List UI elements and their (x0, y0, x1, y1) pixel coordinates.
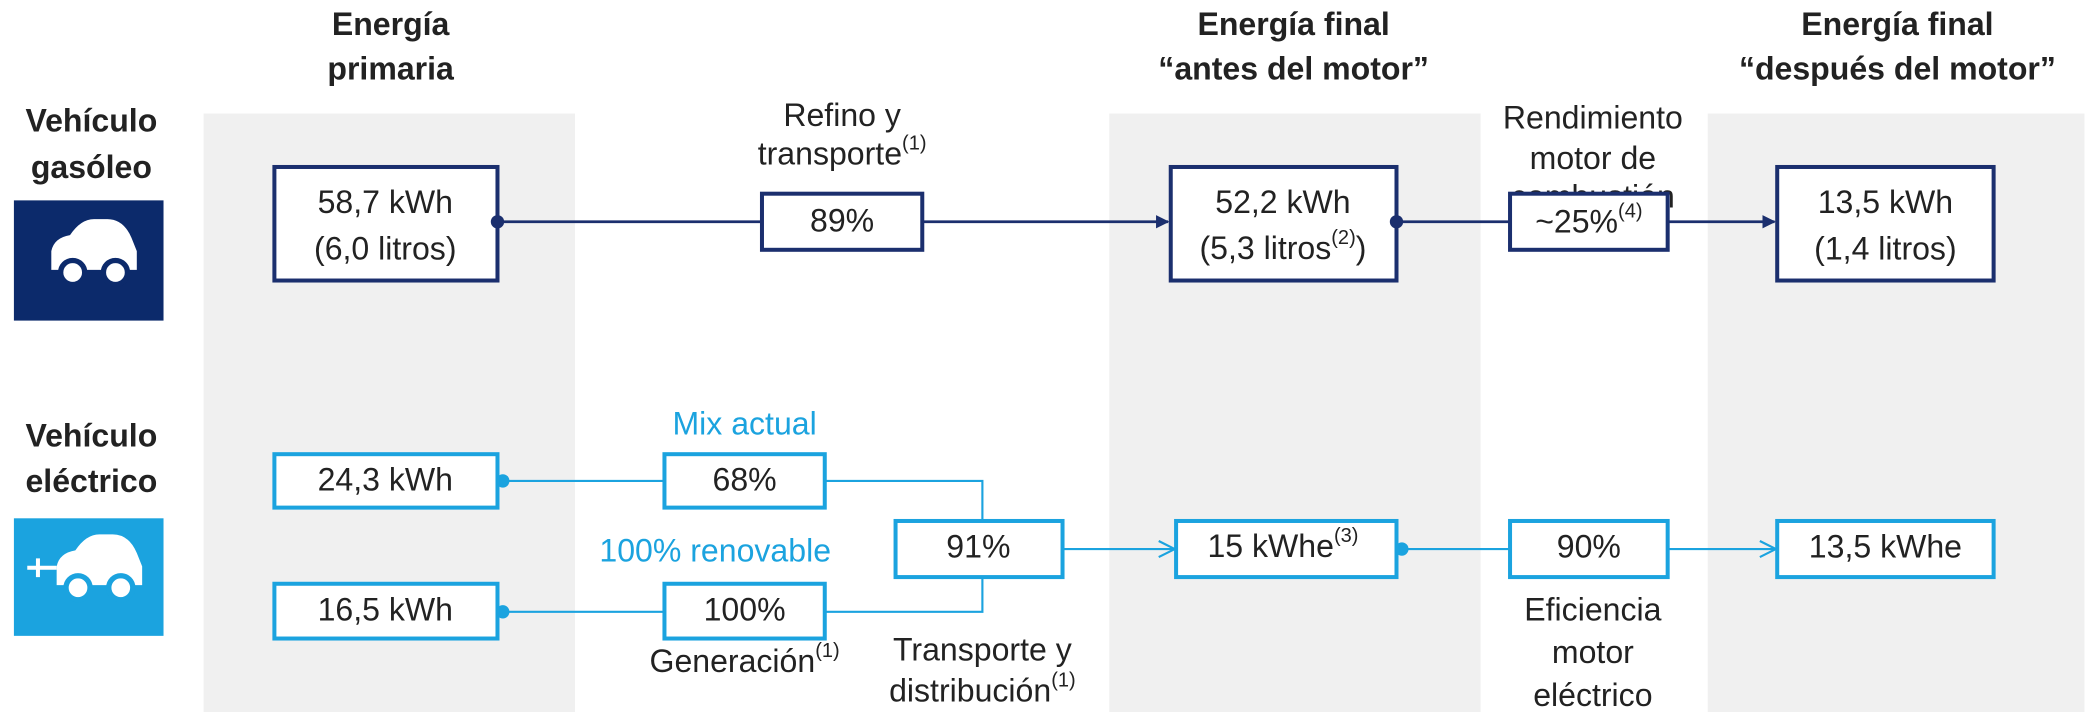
diesel-icon (13, 200, 164, 321)
text: Generación (650, 643, 816, 679)
box-text: 100% (704, 591, 786, 627)
box-text: 16,5 kWh (318, 591, 453, 627)
box-text: 91% (946, 528, 1010, 564)
text: transporte (758, 136, 902, 172)
vehicle-label: Vehículo (25, 418, 157, 454)
box-text: (6,0 litros) (314, 231, 456, 267)
box-text: (5,3 litros(2)) (1199, 227, 1366, 266)
step-label: Generación(1) (650, 640, 840, 679)
dot (1395, 542, 1409, 556)
footnote: (4) (1618, 201, 1642, 223)
step-label: motor de (1530, 140, 1656, 176)
box (1775, 164, 1996, 283)
box-text: 52,2 kWh (1215, 184, 1350, 220)
step-label: distribución(1) (889, 670, 1076, 709)
scenario-label: Mix actual (672, 406, 816, 442)
vehicle-label: eléctrico (25, 463, 157, 499)
box (893, 518, 1065, 580)
box (272, 164, 500, 283)
footnote: (3) (1334, 525, 1358, 547)
step-label: motor (1552, 634, 1634, 670)
box-text: 90% (1557, 528, 1621, 564)
vehicle-label: gasóleo (31, 149, 152, 185)
step-label: Eficiencia (1524, 591, 1661, 627)
box-text: 24,3 kWh (318, 462, 453, 498)
connector (497, 479, 984, 613)
dot (490, 215, 505, 229)
box-text: 58,7 kWh (318, 184, 453, 220)
step-label: Transporte y (893, 631, 1072, 667)
column-title: Energía final (1197, 6, 1389, 42)
box-text: 15 kWhe(3) (1207, 525, 1358, 564)
box (662, 452, 827, 510)
step-label: transporte(1) (758, 133, 927, 172)
text: 15 kWhe (1207, 528, 1333, 564)
column-title: primaria (327, 50, 455, 86)
box-text: (1,4 litros) (1814, 231, 1956, 267)
footnote: (1) (1051, 670, 1075, 692)
box (1168, 164, 1399, 283)
text: distribución (889, 673, 1051, 709)
column-title: Energía final (1801, 6, 1993, 42)
electric-icon (13, 518, 164, 636)
text: (5,3 litros (1199, 231, 1331, 267)
box-text: 89% (810, 203, 874, 239)
scenario-label: 100% renovable (599, 533, 831, 569)
text: ) (1356, 231, 1367, 267)
step-label: Rendimiento (1503, 100, 1683, 136)
dot (496, 474, 510, 488)
dot (496, 605, 510, 619)
box (1508, 191, 1670, 252)
text: ~25% (1535, 204, 1618, 240)
step-label: Refino y (783, 97, 901, 133)
footnote: (1) (815, 640, 839, 662)
box (1174, 518, 1399, 580)
column-title: Energía (332, 6, 451, 42)
box (759, 191, 925, 252)
box-text: 13,5 kWhe (1809, 528, 1962, 564)
column-title: “antes del motor” (1158, 50, 1429, 86)
box-text: ~25%(4) (1535, 201, 1642, 240)
dot (1389, 215, 1404, 229)
column-title: “después del motor” (1739, 50, 2056, 86)
box-text: 13,5 kWh (1818, 184, 1953, 220)
footnote: (2) (1331, 227, 1355, 249)
box (662, 581, 827, 641)
footnote: (1) (902, 133, 926, 155)
step-label: eléctrico (1533, 677, 1652, 712)
vehicle-label: Vehículo (25, 102, 157, 138)
box (1775, 518, 1996, 580)
box-text: 68% (713, 462, 777, 498)
box (1508, 518, 1670, 580)
